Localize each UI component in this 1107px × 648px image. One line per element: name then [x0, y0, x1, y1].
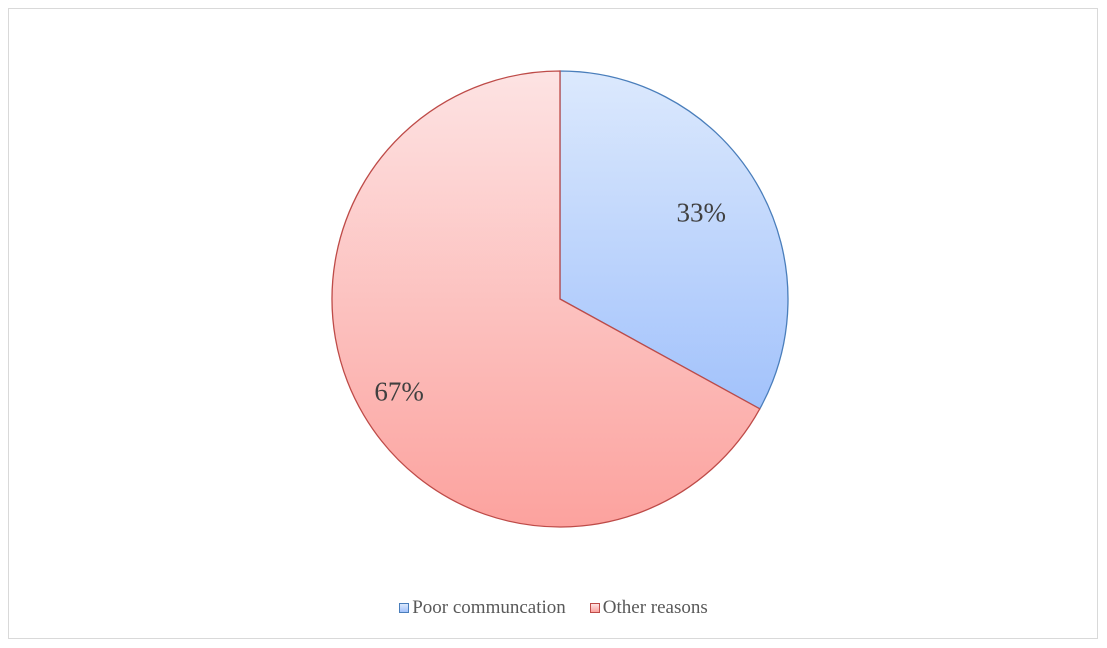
- legend: Poor communcation Other reasons: [0, 597, 1107, 619]
- legend-label-other-reasons: Other reasons: [602, 597, 708, 618]
- legend-item-poor-communcation[interactable]: Poor communcation: [399, 597, 566, 619]
- data-label-poor-communcation: 33%: [677, 198, 727, 228]
- legend-label-poor-communcation: Poor communcation: [412, 597, 566, 618]
- pie-slice-other-reasons[interactable]: [331, 70, 761, 528]
- legend-item-other-reasons[interactable]: Other reasons: [589, 597, 708, 619]
- legend-swatch-other-reasons: [589, 603, 600, 613]
- legend-swatch-poor-communcation: [399, 603, 410, 613]
- data-label-other-reasons: 67%: [374, 376, 424, 406]
- pie-slice-poor-communcation[interactable]: [559, 70, 789, 410]
